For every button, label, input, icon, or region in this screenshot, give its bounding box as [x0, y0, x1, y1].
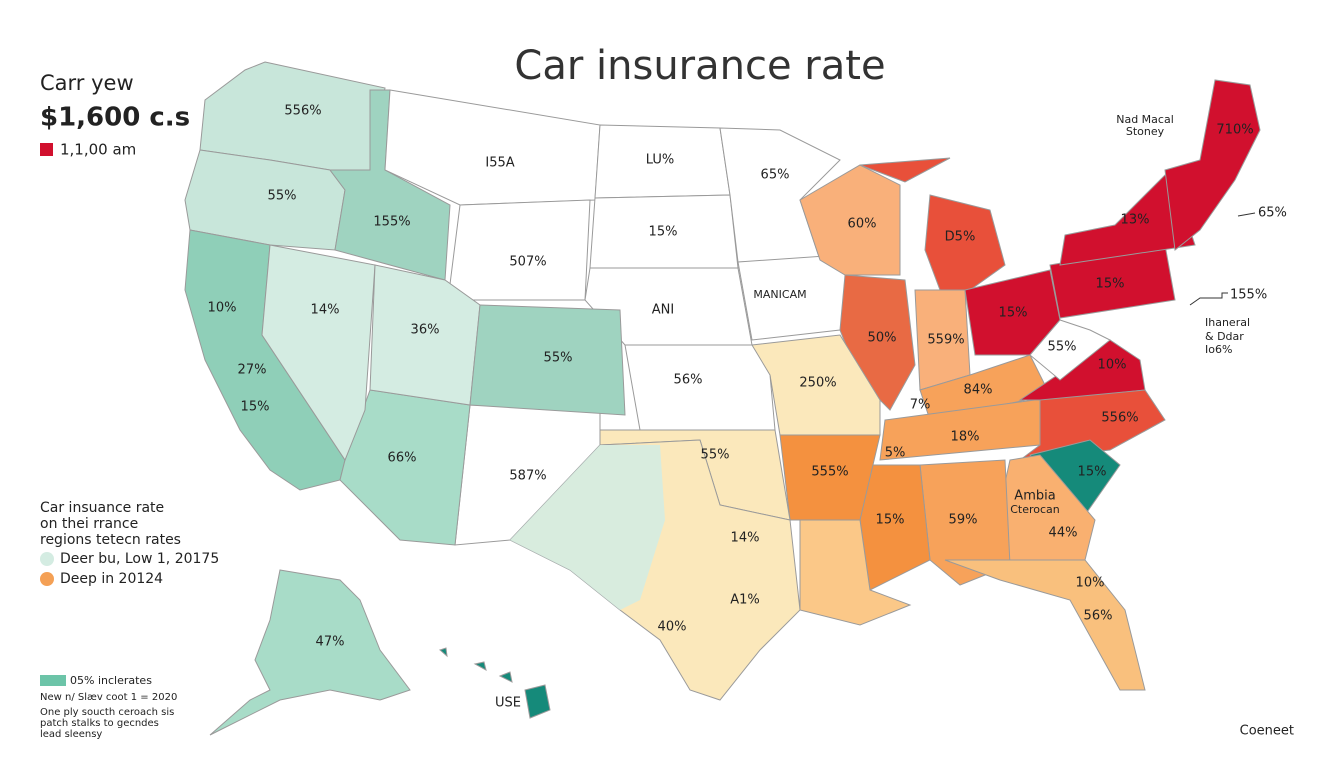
credit: Coeneet [1240, 724, 1294, 739]
callout: 65% [1258, 206, 1287, 221]
region-label: 155% [373, 215, 410, 230]
region-label: MANICAM [753, 288, 806, 301]
key-swatch [40, 143, 53, 156]
region-label: 18% [951, 430, 980, 445]
region-label: 47% [316, 635, 345, 650]
region-label: 14% [311, 303, 340, 318]
region-label: 13% [1121, 213, 1150, 228]
headline: $1,600 c.s [40, 103, 190, 133]
region [473, 661, 487, 671]
note: Stoney [1126, 125, 1165, 138]
region-label: 10% [1076, 576, 1105, 591]
legend-title: regions tetecn rates [40, 532, 181, 548]
leader [1237, 212, 1256, 217]
region [209, 569, 411, 736]
callout: 155% [1230, 288, 1267, 303]
note: Ihaneral [1205, 316, 1250, 329]
note: Io6% [1205, 343, 1232, 356]
region-label: Ambia [1014, 489, 1055, 504]
footnote: lead sleensy [40, 729, 102, 740]
region-label: 15% [876, 513, 905, 528]
region-label: 556% [284, 104, 321, 119]
region-label: 84% [964, 383, 993, 398]
kicker: Carr yew [40, 71, 134, 95]
region-label: D5% [945, 230, 976, 245]
region-label: 587% [509, 469, 546, 484]
leader [1189, 292, 1228, 306]
region-label: 10% [208, 301, 237, 316]
legend-title: Car insuance rate [40, 500, 164, 516]
footnote-swatch [40, 675, 66, 686]
region-label: ANI [652, 303, 674, 318]
region-label: Cterocan [1010, 503, 1060, 516]
region-tint [510, 445, 665, 610]
footnote-key: 05% inclerates [70, 674, 152, 687]
region [447, 199, 591, 301]
regions: 556% 55% 10% 27% 15% 155% I55A 507% LU% 15% ANI 65%… [184, 61, 1261, 736]
region-label: 55% [1048, 340, 1077, 355]
region-label: 36% [411, 323, 440, 338]
region-label: 15% [1096, 277, 1125, 292]
footnote: New n/ Slæv coot 1 = 2020 [40, 692, 177, 703]
region-label: I55A [485, 156, 514, 171]
region-label: 44% [1049, 526, 1078, 541]
region-label: 56% [674, 373, 703, 388]
region-label: 14% [731, 531, 760, 546]
region-label: 7% [910, 398, 931, 413]
region-label: 56% [1084, 609, 1113, 624]
legend-label: Deer bu, Low 1, 20175 [60, 551, 219, 567]
region-label: 507% [509, 255, 546, 270]
region-label: 556% [1101, 411, 1138, 426]
region-label: 27% [238, 363, 267, 378]
region [498, 671, 513, 683]
region-label: 15% [241, 400, 270, 415]
region-label: 559% [927, 333, 964, 348]
note: & Ddar [1205, 330, 1244, 343]
region [859, 157, 951, 183]
legend-swatch [40, 552, 54, 566]
region-label: 55% [544, 351, 573, 366]
region-label: 15% [999, 306, 1028, 321]
legend-swatch [40, 572, 54, 586]
footnote: patch stalks to gecndes [40, 718, 159, 729]
region-label: 65% [761, 168, 790, 183]
region-label: A1% [730, 593, 760, 608]
region-label: LU% [646, 153, 674, 168]
region [1018, 389, 1166, 461]
region-label: 50% [868, 331, 897, 346]
region [859, 464, 931, 591]
region-label: 15% [1078, 465, 1107, 480]
region-label: 710% [1216, 123, 1253, 138]
region-label: 59% [949, 513, 978, 528]
region-label: 10% [1098, 358, 1127, 373]
region-label: 55% [268, 189, 297, 204]
region-label: 40% [658, 620, 687, 635]
region [469, 304, 626, 416]
region-label: 250% [799, 376, 836, 391]
region-label: 5% [885, 446, 906, 461]
note: Nad Macal [1116, 113, 1174, 126]
region [439, 647, 448, 658]
title: Car insurance rate [514, 43, 885, 89]
region-label: 555% [811, 465, 848, 480]
key-label: 1,1,00 am [60, 141, 136, 159]
region-label: 66% [388, 451, 417, 466]
region [1029, 319, 1111, 381]
region [261, 244, 376, 462]
footnote: One ply soucth ceroach sis [40, 707, 174, 718]
region-label: 15% [649, 225, 678, 240]
region-label: 60% [848, 217, 877, 232]
region [944, 559, 1146, 691]
legend-title: on thei rrance [40, 516, 138, 532]
legend-label: Deep in 20124 [60, 571, 163, 587]
region-label: 55% [701, 448, 730, 463]
region-label: USE [495, 696, 521, 711]
region [524, 684, 551, 719]
region [1164, 79, 1261, 251]
region [624, 344, 776, 431]
